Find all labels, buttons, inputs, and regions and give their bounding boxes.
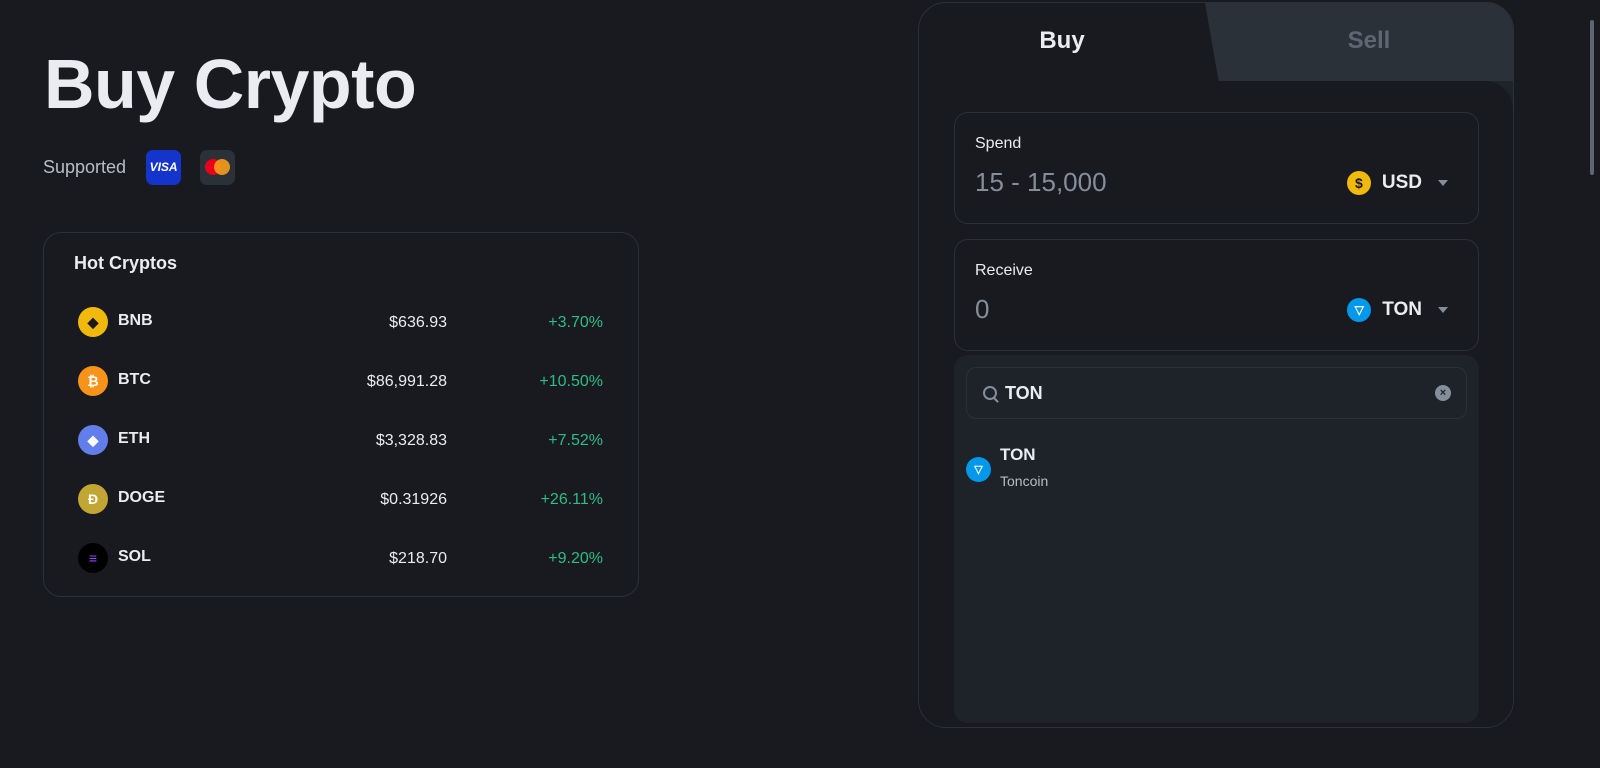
supported-label: Supported [43,156,127,177]
coin-symbol: SOL [118,548,151,565]
tab-buy-label[interactable]: Buy [1039,27,1085,54]
eth-icon: ◆ [78,425,108,455]
search-icon [983,386,997,400]
coin-change: +3.70% [548,314,603,331]
hot-crypto-row-bnb[interactable]: ◆ BNB $636.93 +3.70% [44,302,638,342]
receive-currency-select[interactable]: ▽ TON [1347,298,1448,322]
currency-option-ton[interactable]: ▽ TON Toncoin [954,435,1479,495]
coin-change: +7.52% [548,432,603,449]
coin-symbol: DOGE [118,489,166,506]
coin-price: $0.31926 [380,491,447,508]
hot-crypto-row-eth[interactable]: ◆ ETH $3,328.83 +7.52% [44,420,638,460]
page-title: Buy Crypto [44,45,417,123]
scrollbar-thumb[interactable] [1590,20,1594,175]
coin-price: $636.93 [389,314,447,331]
btc-icon: ₿ [78,366,108,396]
doge-icon: Ð [78,484,108,514]
coin-symbol: BTC [118,371,151,388]
ton-icon: ▽ [1347,298,1372,322]
visa-icon: VISA [146,149,182,185]
usd-icon: $ [1346,171,1371,195]
coin-price: $86,991.28 [366,373,447,390]
coin-change: +10.50% [539,373,603,390]
currency-search-input[interactable] [1005,381,1405,405]
spend-field[interactable]: Spend 15 - 15,000 $ USD [954,112,1479,224]
hot-crypto-row-doge[interactable]: Ð DOGE $0.31926 +26.11% [44,479,638,519]
chevron-down-icon [1438,307,1448,313]
coin-symbol: ETH [118,430,150,447]
spend-label: Spend [975,135,1022,152]
receive-currency-code: TON [1382,299,1422,320]
coin-symbol: BNB [118,312,153,329]
supported-payments: Supported VISA [43,149,254,185]
mastercard-icon [200,149,236,185]
currency-dropdown: × ▽ TON Toncoin [954,355,1479,723]
hot-cryptos-title: Hot Cryptos [74,253,177,273]
tab-buy[interactable] [919,3,1219,83]
hot-crypto-row-btc[interactable]: ₿ BTC $86,991.28 +10.50% [44,361,638,401]
chevron-down-icon [1438,180,1448,186]
hot-cryptos-card: Hot Cryptos ◆ BNB $636.93 +3.70% ₿ BTC $… [43,232,639,597]
page-scrollbar[interactable] [1568,0,1600,768]
receive-amount[interactable]: 0 [975,294,990,324]
tab-sell[interactable] [1189,3,1513,83]
hot-crypto-row-sol[interactable]: ≡ SOL $218.70 +9.20% [44,538,638,578]
spend-currency-select[interactable]: $ USD [1346,171,1448,195]
result-symbol: TON [1000,445,1036,464]
coin-price: $218.70 [389,550,447,567]
trade-panel: Buy Sell Spend 15 - 15,000 $ USD Receive… [918,2,1514,728]
coin-change: +9.20% [548,550,603,567]
sol-icon: ≡ [78,543,108,573]
coin-change: +26.11% [540,491,603,508]
ton-icon: ▽ [966,457,991,482]
spend-currency-code: USD [1381,172,1422,193]
spend-amount-input[interactable]: 15 - 15,000 [975,167,1107,197]
currency-search-box[interactable]: × [966,367,1467,419]
tab-sell-label[interactable]: Sell [1347,27,1391,54]
bnb-icon: ◆ [78,307,108,337]
result-name: Toncoin [1000,473,1049,489]
receive-field[interactable]: Receive 0 ▽ TON [954,239,1479,351]
receive-label: Receive [975,262,1033,279]
clear-icon[interactable]: × [1435,385,1451,401]
coin-price: $3,328.83 [375,432,447,449]
